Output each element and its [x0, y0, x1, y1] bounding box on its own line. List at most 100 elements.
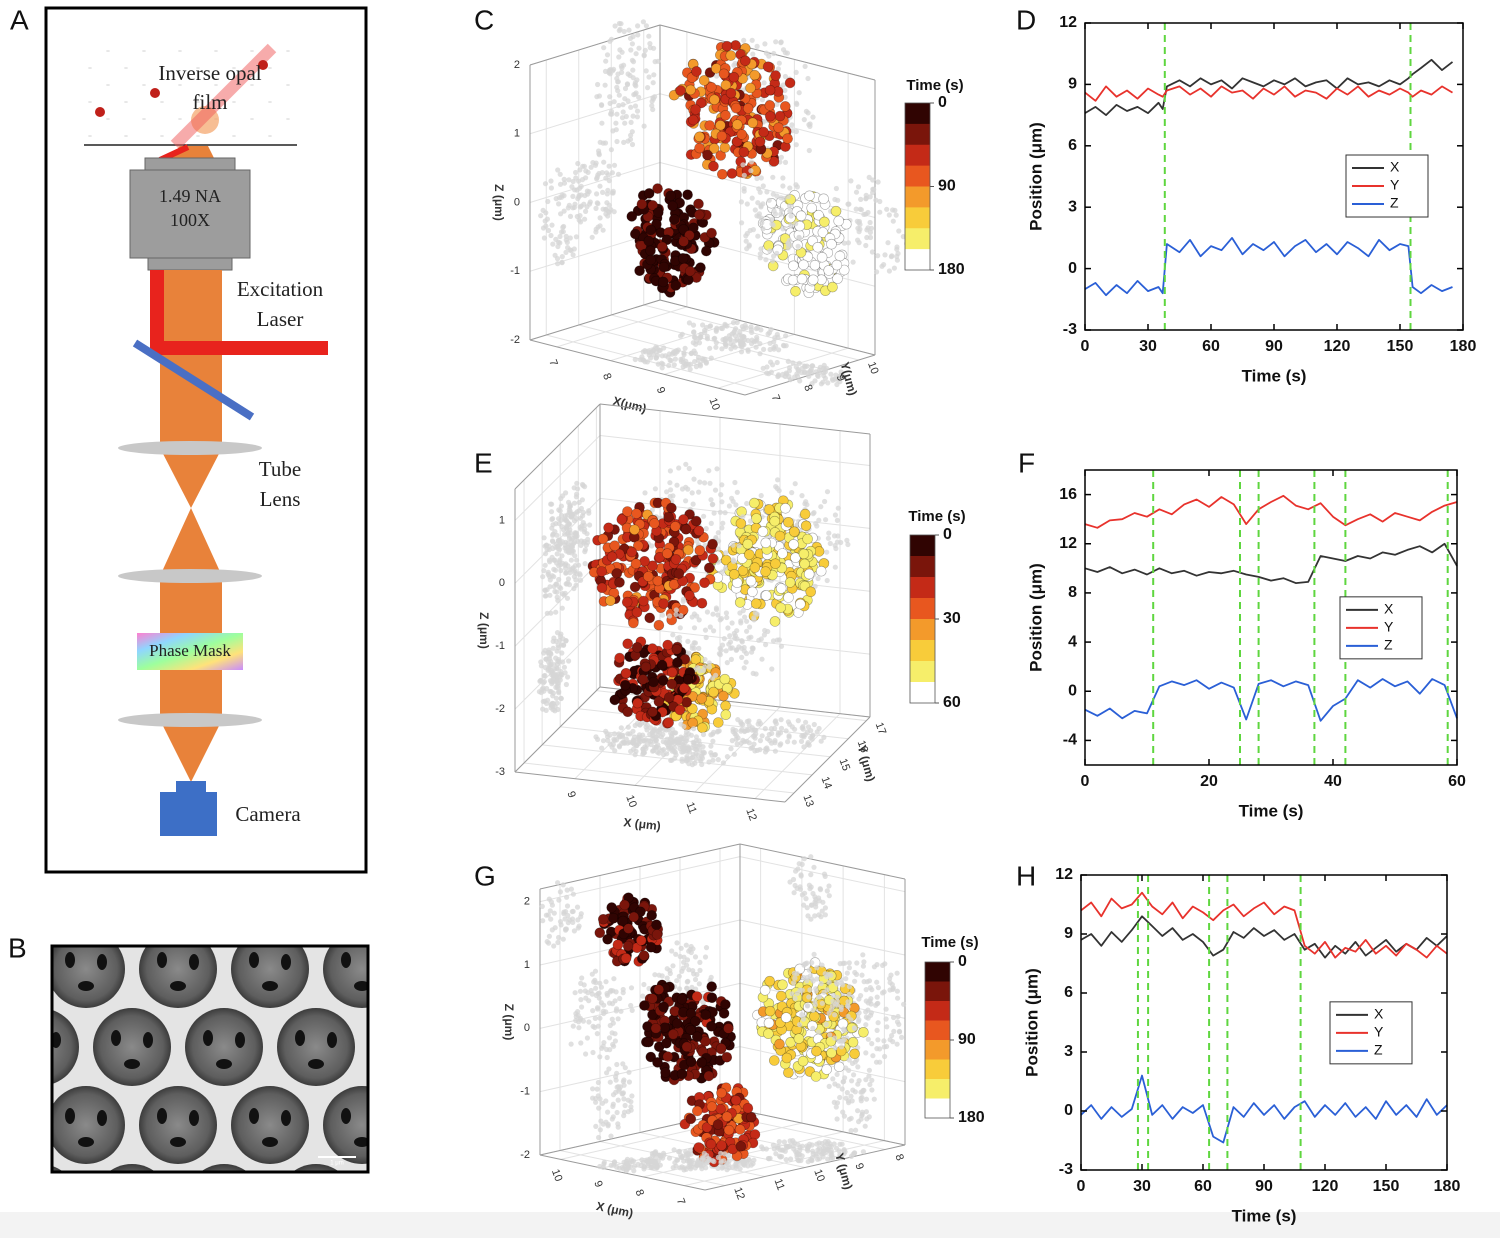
shadow-dot — [763, 50, 770, 56]
shadow-dot — [615, 88, 621, 94]
particle — [623, 923, 634, 934]
shadow-dot — [594, 1005, 601, 1011]
shadow-dot — [875, 179, 881, 185]
colorbar-band — [910, 556, 935, 578]
shadow-dot — [871, 964, 878, 970]
shadow-dot — [576, 499, 582, 506]
shadow-dot — [554, 256, 561, 262]
particle — [645, 941, 657, 953]
shadow-dot — [816, 898, 823, 904]
shadow-dot — [832, 1045, 838, 1051]
colorbar-tick-label: 0 — [938, 94, 947, 111]
objective — [147, 257, 233, 271]
particle — [750, 598, 762, 609]
shadow-dot — [624, 1160, 631, 1166]
shadow-dot — [634, 739, 640, 746]
shadow-dot — [860, 952, 866, 958]
shadow-dot — [814, 523, 820, 529]
shadow-dot — [590, 1086, 596, 1092]
x-axis-label: Time (s) — [1242, 366, 1307, 385]
phase-mask-label: Phase Mask — [149, 641, 231, 660]
shadow-dot — [843, 976, 849, 982]
shadow-dot — [656, 347, 662, 354]
shadow-dot — [620, 102, 626, 108]
particle — [715, 120, 726, 131]
shadow-dot — [760, 226, 766, 232]
shadow-dot — [816, 912, 822, 918]
shadow-dot — [826, 530, 832, 536]
shadow-dot — [777, 742, 783, 748]
shadow-dot — [621, 139, 627, 145]
shadow-dot — [864, 1116, 870, 1122]
shadow-dot — [824, 888, 830, 894]
shadow-dot — [711, 510, 717, 516]
shadow-dot — [875, 1020, 881, 1026]
shadow-dot — [674, 482, 680, 488]
shadow-dot — [731, 751, 738, 757]
shadow-dot — [867, 229, 874, 235]
shadow-dot — [896, 228, 902, 234]
shadow-dot — [679, 331, 685, 337]
shadow-dot — [561, 909, 567, 915]
colorbar-tick-label: 180 — [938, 261, 965, 278]
shadow-dot — [774, 101, 780, 107]
shadow-dot — [762, 726, 768, 732]
shadow-dot — [690, 322, 697, 328]
shadow-dot — [776, 372, 782, 378]
colorbar-band — [910, 577, 935, 599]
shadow-dot — [591, 979, 597, 985]
series-line — [1084, 237, 1453, 297]
shadow-dot — [751, 741, 757, 747]
shadow-dot — [696, 645, 702, 652]
shadow-dot — [833, 1001, 839, 1007]
shadow-dot — [723, 550, 729, 556]
shadow-dot — [582, 522, 588, 528]
shadow-dot — [641, 1164, 648, 1170]
particle — [669, 521, 681, 532]
shadow-dot — [557, 240, 563, 246]
shadow-dot — [715, 612, 721, 618]
y-tick-label: 12 — [1059, 535, 1077, 552]
particle — [777, 979, 788, 991]
shadow-dot — [703, 360, 709, 366]
shadow-dot — [653, 1161, 659, 1167]
y-tick-label: 17 — [873, 721, 888, 737]
shadow-dot — [863, 242, 869, 249]
shadow-dot — [815, 1029, 821, 1035]
particle — [757, 526, 769, 537]
excitation-laser — [150, 270, 328, 355]
shadow-dot — [869, 1087, 875, 1093]
shadow-dot — [894, 988, 901, 994]
shadow-dot — [782, 87, 788, 93]
shadow-dot — [561, 664, 568, 670]
particle — [609, 694, 621, 706]
shadow-dot — [740, 326, 747, 332]
shadow-dot — [809, 976, 815, 982]
shadow-dot — [787, 721, 793, 727]
shadow-dot — [744, 628, 750, 634]
schematic-frame — [44, 6, 368, 874]
shadow-dot — [545, 198, 551, 205]
shadow-dot — [733, 736, 739, 742]
shadow-dot — [874, 1027, 880, 1033]
shadow-dot — [578, 911, 584, 917]
particle — [816, 251, 828, 263]
shadow-dot — [748, 159, 755, 165]
shadow-dot — [647, 41, 653, 47]
shadow-dot — [806, 994, 812, 1000]
y-tick-label: 12 — [1059, 14, 1077, 31]
shadow-dot — [772, 748, 779, 754]
shadow-dot — [727, 336, 733, 342]
particle — [721, 1111, 733, 1122]
shadow-dot — [758, 493, 764, 499]
grid-line — [754, 713, 841, 800]
shadow-dot — [542, 181, 549, 187]
shadow-dot — [653, 744, 659, 751]
shadow-dot — [628, 985, 635, 991]
particle — [695, 262, 706, 273]
shadow-dot — [590, 160, 596, 166]
y-tick-label: 9 — [1068, 76, 1077, 93]
shadow-dot — [543, 210, 549, 216]
particle — [730, 102, 742, 114]
shadow-dot — [738, 349, 745, 355]
